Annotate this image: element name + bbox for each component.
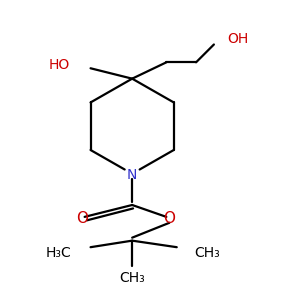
Text: HO: HO [49,58,70,72]
Text: H₃C: H₃C [46,245,71,260]
Text: OH: OH [227,32,248,46]
Text: O: O [163,211,175,226]
Text: CH₃: CH₃ [119,272,145,285]
Text: O: O [76,211,88,226]
Text: N: N [127,168,137,182]
Text: CH₃: CH₃ [195,245,220,260]
